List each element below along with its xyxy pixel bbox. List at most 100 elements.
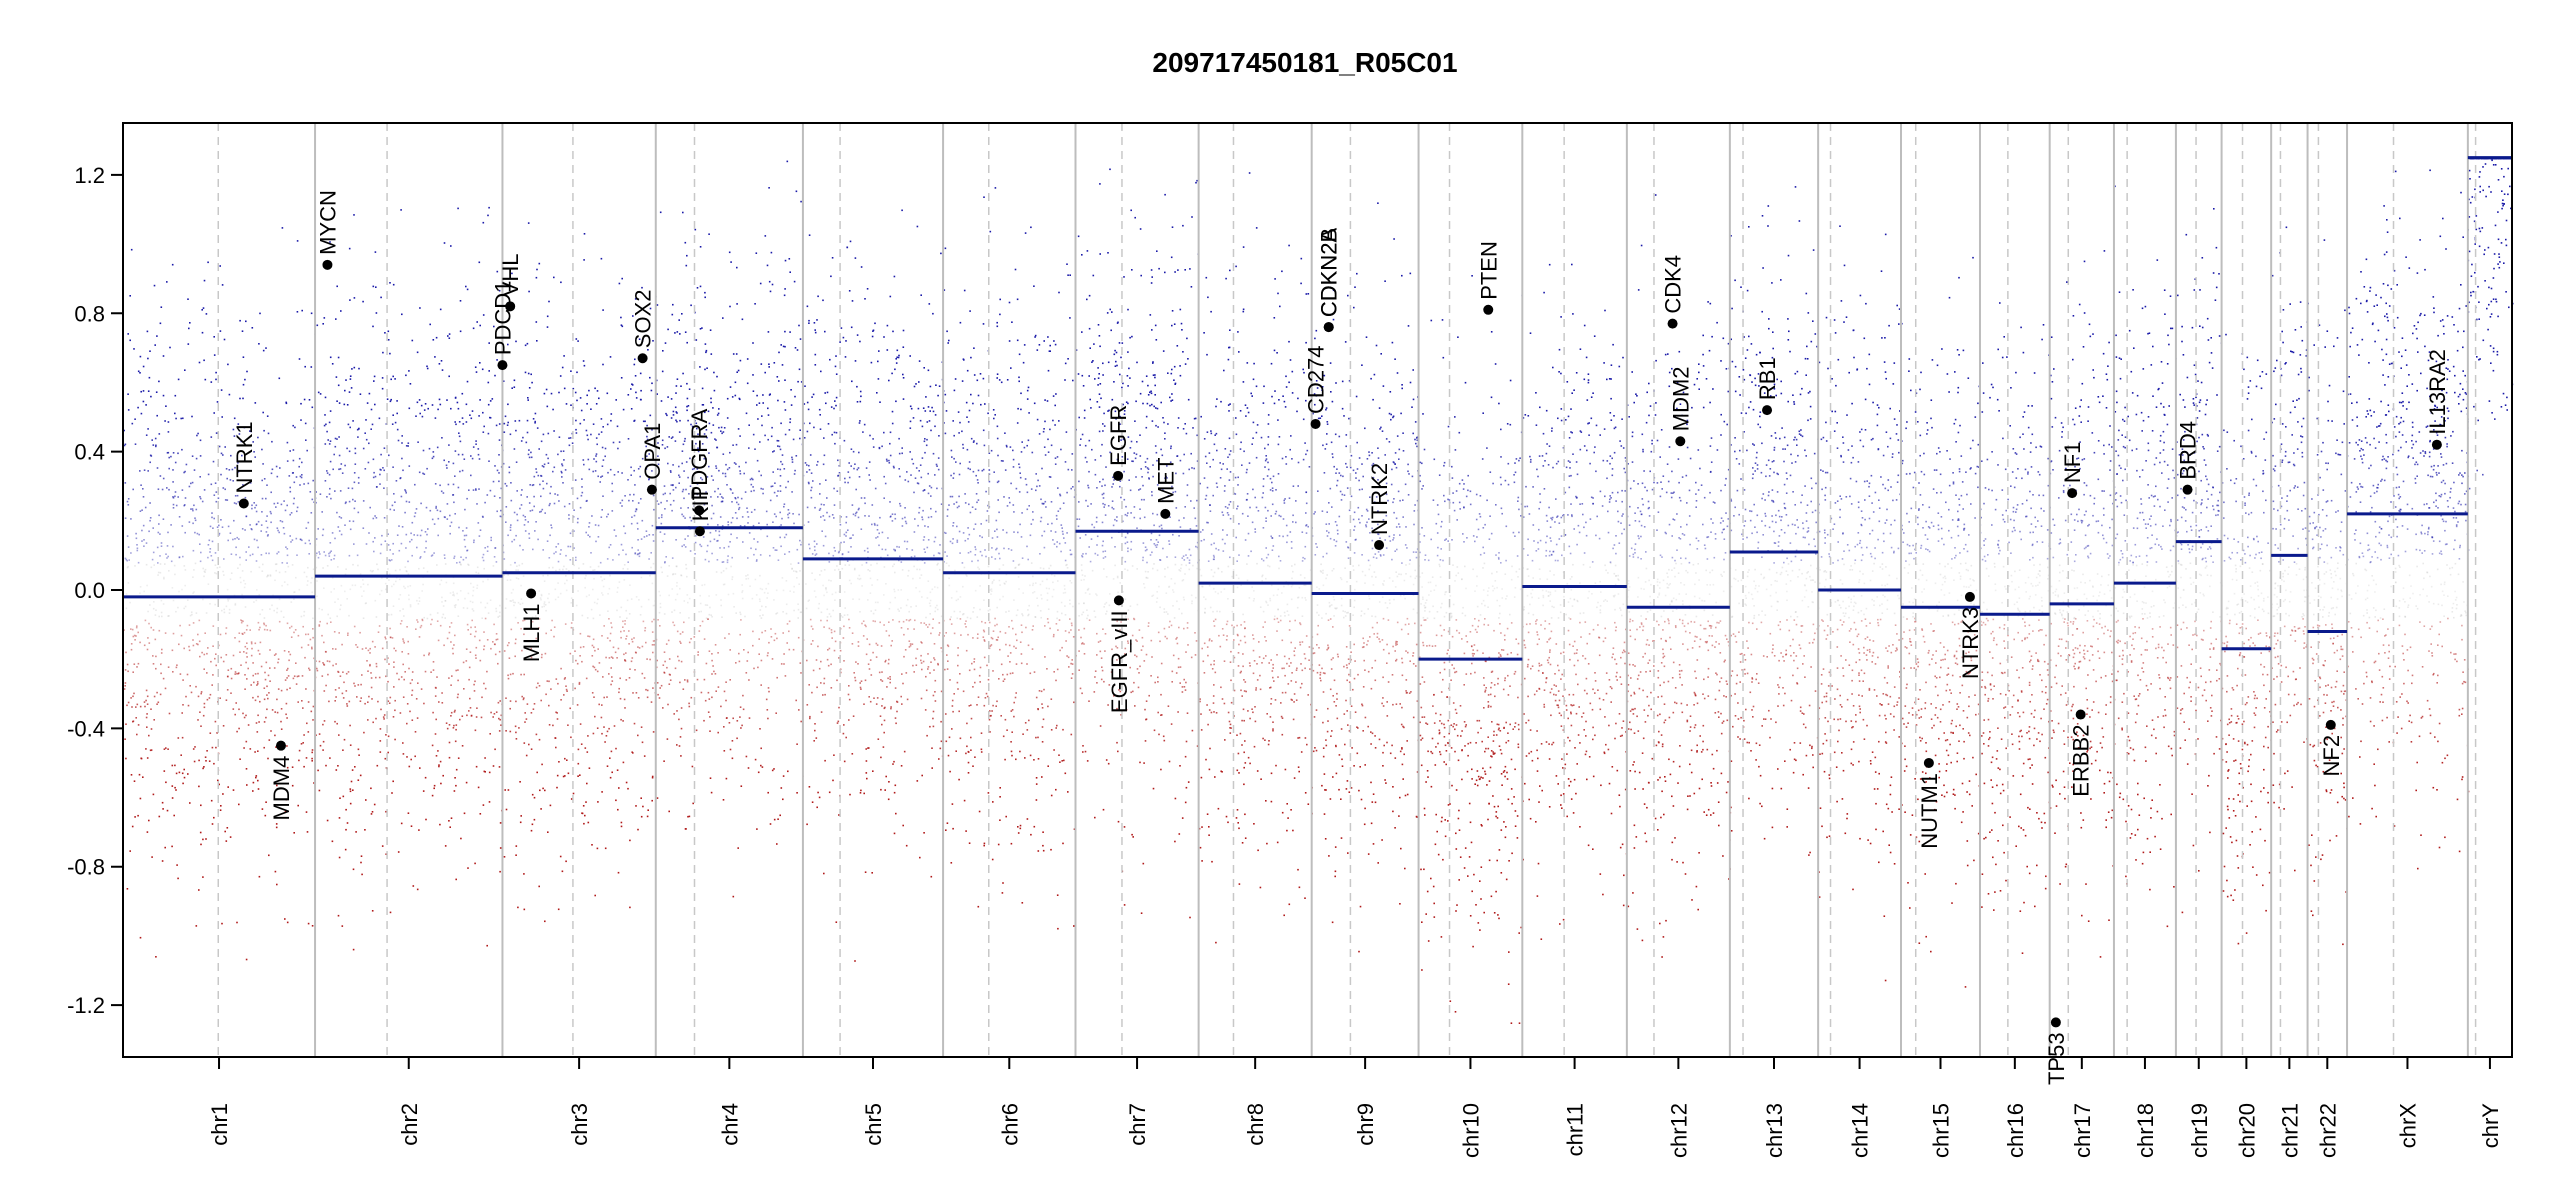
probe-dot [919,577,921,579]
probe-dot [944,668,946,671]
probe-dot [996,377,998,379]
probe-dot [810,489,812,492]
probe-dot [792,438,795,441]
probe-dot [633,722,636,725]
probe-dot [398,549,401,552]
probe-dot [1025,626,1027,629]
probe-dot [548,601,550,604]
probe-dot [679,681,681,684]
probe-dot [483,682,485,685]
probe-dot [379,483,381,485]
probe-dot [769,393,771,395]
probe-dot [561,464,564,467]
probe-dot [620,324,623,326]
probe-dot [539,597,542,599]
probe-dot [730,488,732,491]
probe-dot [813,545,816,548]
probe-dot [683,600,686,602]
probe-dot [814,578,816,581]
probe-dot [897,608,899,611]
probe-dot [759,441,761,443]
probe-dot [610,622,612,624]
probe-dot [736,266,738,269]
probe-dot [617,647,620,650]
probe-dot [283,500,285,502]
probe-dot [936,604,938,607]
probe-dot [608,587,611,590]
probe-dot [583,419,585,421]
probe-dot [678,482,680,484]
probe-dot [388,579,390,581]
probe-dot [384,636,386,638]
probe-dot [424,403,427,405]
probe-dot [762,488,764,490]
probe-dot [441,437,443,439]
probe-dot [958,530,961,533]
probe-dot [511,540,513,543]
probe-dot [549,502,551,505]
probe-dot [591,692,594,694]
probe-dot [703,457,706,460]
probe-dot [372,517,375,520]
probe-dot [1056,617,1058,620]
probe-dot [865,772,868,774]
probe-dot [647,598,650,601]
probe-dot [1007,655,1009,657]
probe-dot [1057,927,1059,930]
probe-dot [929,591,932,594]
probe-dot [521,489,523,491]
probe-dot [219,697,221,699]
probe-dot [394,738,396,741]
probe-dot [207,544,210,546]
probe-dot [776,843,778,845]
probe-dot [388,559,391,561]
probe-dot [684,241,687,244]
probe-dot [1024,232,1027,234]
probe-dot [232,480,234,482]
probe-dot [441,702,444,704]
probe-dot [1067,358,1069,360]
probe-dot [375,662,378,665]
probe-dot [622,626,624,628]
probe-dot [585,677,588,680]
probe-dot [731,517,734,519]
probe-dot [198,889,200,891]
probe-dot [718,534,721,537]
probe-dot [542,433,545,436]
probe-dot [631,546,633,549]
probe-dot [394,709,396,712]
probe-dot [408,765,411,768]
probe-dot [265,531,268,533]
probe-dot [177,606,179,609]
probe-dot [788,512,791,514]
probe-dot [184,369,186,371]
probe-dot [911,549,914,551]
probe-dot [409,605,412,608]
probe-dot [400,822,403,825]
probe-dot [157,531,160,534]
probe-dot [536,340,538,342]
probe-dot [795,571,798,573]
probe-dot [715,571,718,573]
probe-dot [717,539,719,542]
probe-dot [918,590,921,593]
probe-dot [450,641,452,643]
probe-dot [863,792,865,795]
probe-dot [918,360,921,362]
probe-dot [686,680,689,683]
probe-dot [131,706,133,708]
probe-dot [945,410,948,412]
probe-dot [452,494,455,496]
probe-dot [608,546,610,549]
probe-dot [296,240,299,242]
probe-dot [637,502,640,504]
probe-dot [565,403,568,405]
probe-dot [444,845,447,847]
probe-dot [356,428,359,431]
probe-dot [920,574,923,576]
probe-dot [592,423,595,425]
probe-dot [672,303,674,306]
probe-dot [650,566,652,569]
probe-dot [959,673,961,675]
probe-dot [540,699,542,702]
